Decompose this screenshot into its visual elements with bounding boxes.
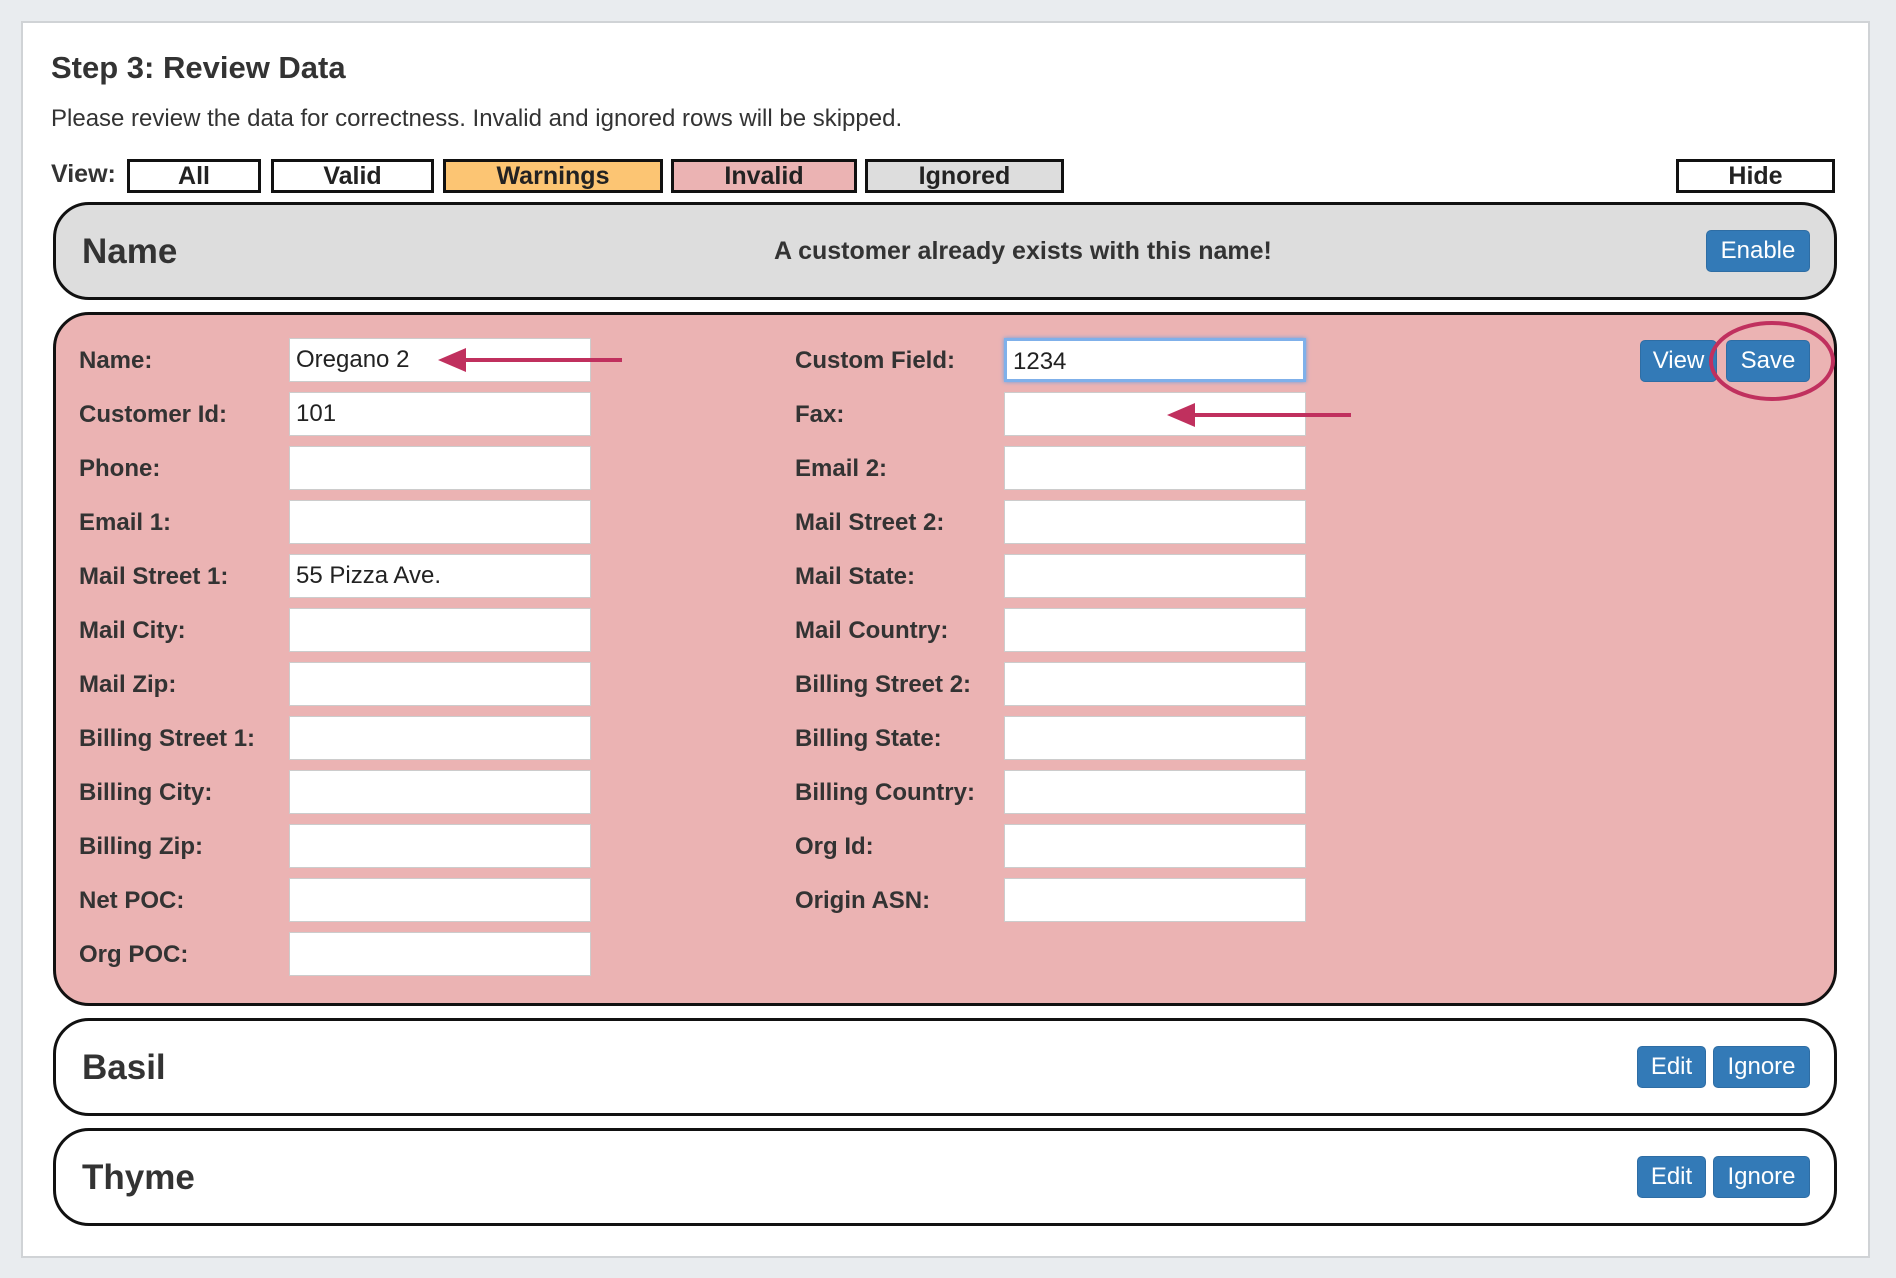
billing-street-2-input[interactable] [1004, 662, 1306, 706]
mail-street-1-input[interactable]: 55 Pizza Ave. [289, 554, 591, 598]
field-label: Mail City: [79, 617, 186, 644]
edit-button[interactable]: Edit [1637, 1046, 1706, 1088]
field-label: Billing Country: [795, 779, 975, 806]
save-button[interactable]: Save [1726, 340, 1810, 382]
field-label: Mail Street 1: [79, 563, 229, 590]
field-label: Billing Street 2: [795, 671, 972, 698]
field-label: Org Id: [795, 833, 874, 860]
field-label: Mail Street 2: [795, 509, 945, 536]
filter-ignored-button[interactable]: Ignored [865, 159, 1064, 193]
custom-field-input[interactable]: 1234 [1004, 338, 1306, 382]
field-label: Custom Field: [795, 347, 955, 374]
mail-city-input[interactable] [289, 608, 591, 652]
mail-state-input[interactable] [1004, 554, 1306, 598]
view-label: View: [51, 160, 116, 188]
highlight-circle-icon [1709, 321, 1835, 401]
org-poc-input[interactable] [289, 932, 591, 976]
field-label: Email 2: [795, 455, 888, 482]
view-button[interactable]: View [1640, 340, 1717, 382]
billing-street-1-input[interactable] [289, 716, 591, 760]
invalid-record-card: View Save Name: Oregano 2 Customer Id: 101 P… [53, 312, 1837, 1006]
billing-city-input[interactable] [289, 770, 591, 814]
warning-message: A customer already exists with this name… [774, 237, 1272, 265]
field-label: Mail State: [795, 563, 916, 590]
record-title: Basil [82, 1048, 166, 1087]
arrow-icon [438, 348, 622, 372]
filter-all-button[interactable]: All [127, 159, 261, 193]
email-1-input[interactable] [289, 500, 591, 544]
enable-button[interactable]: Enable [1706, 230, 1810, 272]
record-title: Name [82, 232, 178, 271]
customer-id-input[interactable]: 101 [289, 392, 591, 436]
field-label: Billing City: [79, 779, 213, 806]
net-poc-input[interactable] [289, 878, 591, 922]
mail-zip-input[interactable] [289, 662, 591, 706]
field-label: Origin ASN: [795, 887, 931, 914]
ignored-record-card: Name A customer already exists with this… [53, 202, 1837, 300]
phone-input[interactable] [289, 446, 591, 490]
field-label: Email 1: [79, 509, 172, 536]
arrow-icon [1167, 403, 1351, 427]
mail-country-input[interactable] [1004, 608, 1306, 652]
hide-button[interactable]: Hide [1676, 159, 1835, 193]
mail-street-2-input[interactable] [1004, 500, 1306, 544]
filter-valid-button[interactable]: Valid [271, 159, 434, 193]
edit-button[interactable]: Edit [1637, 1156, 1706, 1198]
origin-asn-input[interactable] [1004, 878, 1306, 922]
filter-warnings-button[interactable]: Warnings [443, 159, 663, 193]
record-card-basil: Basil Edit Ignore [53, 1018, 1837, 1116]
field-label: Name: [79, 347, 153, 374]
billing-country-input[interactable] [1004, 770, 1306, 814]
field-label: Phone: [79, 455, 161, 482]
field-label: Org POC: [79, 941, 189, 968]
field-label: Billing Street 1: [79, 725, 256, 752]
record-card-thyme: Thyme Edit Ignore [53, 1128, 1837, 1226]
field-label: Billing Zip: [79, 833, 203, 860]
billing-zip-input[interactable] [289, 824, 591, 868]
field-label: Mail Zip: [79, 671, 177, 698]
billing-state-input[interactable] [1004, 716, 1306, 760]
record-title: Thyme [82, 1158, 195, 1197]
field-label: Billing State: [795, 725, 942, 752]
field-label: Fax: [795, 401, 845, 428]
field-label: Net POC: [79, 887, 185, 914]
ignore-button[interactable]: Ignore [1713, 1046, 1810, 1088]
ignore-button[interactable]: Ignore [1713, 1156, 1810, 1198]
email-2-input[interactable] [1004, 446, 1306, 490]
field-label: Customer Id: [79, 401, 228, 428]
org-id-input[interactable] [1004, 824, 1306, 868]
field-label: Mail Country: [795, 617, 949, 644]
page-title: Step 3: Review Data [51, 50, 346, 85]
page-subtitle: Please review the data for correctness. … [51, 105, 903, 132]
filter-invalid-button[interactable]: Invalid [671, 159, 857, 193]
